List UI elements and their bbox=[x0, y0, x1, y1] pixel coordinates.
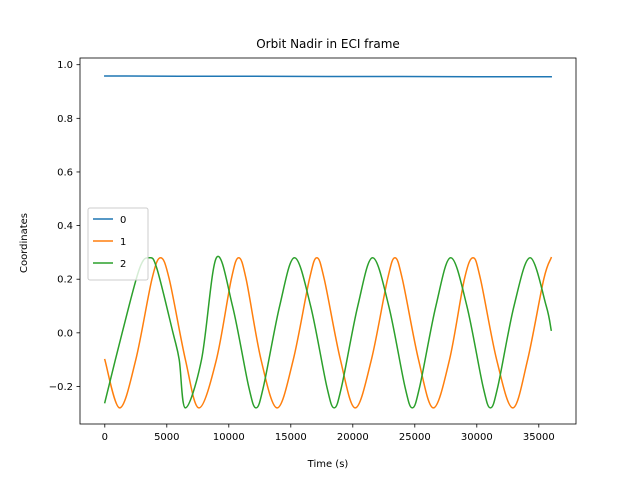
y-tick-label: 0.6 bbox=[57, 167, 73, 178]
y-tick-label: 1.0 bbox=[57, 60, 73, 71]
y-tick-label: 0.4 bbox=[57, 221, 73, 232]
plot-area: 0 5000 10000 15000 20000 25000 30000 35000 −0.2 0… bbox=[49, 57, 577, 443]
legend: 0 1 2 bbox=[87, 207, 149, 281]
y-axis-label: Coordinates bbox=[19, 213, 30, 273]
x-axis-label: Time (s) bbox=[307, 459, 349, 470]
x-tick-label: 30000 bbox=[461, 432, 493, 443]
x-tick-label: 0 bbox=[102, 432, 108, 443]
x-tick-label: 35000 bbox=[523, 432, 555, 443]
chart-title: Orbit Nadir in ECI frame bbox=[256, 37, 400, 51]
series-line-1 bbox=[103, 256, 553, 409]
y-tick-label: 0.8 bbox=[57, 114, 73, 125]
legend-label-0: 0 bbox=[120, 215, 126, 226]
y-tick-label: −0.2 bbox=[49, 382, 73, 393]
x-tick-label: 25000 bbox=[399, 432, 431, 443]
series-line-2 bbox=[103, 255, 553, 409]
x-tick-label: 15000 bbox=[275, 432, 307, 443]
y-tick-label: 0.0 bbox=[57, 328, 73, 339]
x-tick-label: 10000 bbox=[213, 432, 245, 443]
y-tick-label: 0.2 bbox=[57, 275, 73, 286]
legend-box bbox=[87, 207, 149, 281]
axes-frame bbox=[79, 57, 577, 425]
x-tick-label: 20000 bbox=[337, 432, 369, 443]
legend-label-1: 1 bbox=[120, 237, 126, 248]
series-line-0 bbox=[104, 75, 552, 78]
x-tick-label: 5000 bbox=[154, 432, 179, 443]
legend-label-2: 2 bbox=[120, 259, 126, 270]
